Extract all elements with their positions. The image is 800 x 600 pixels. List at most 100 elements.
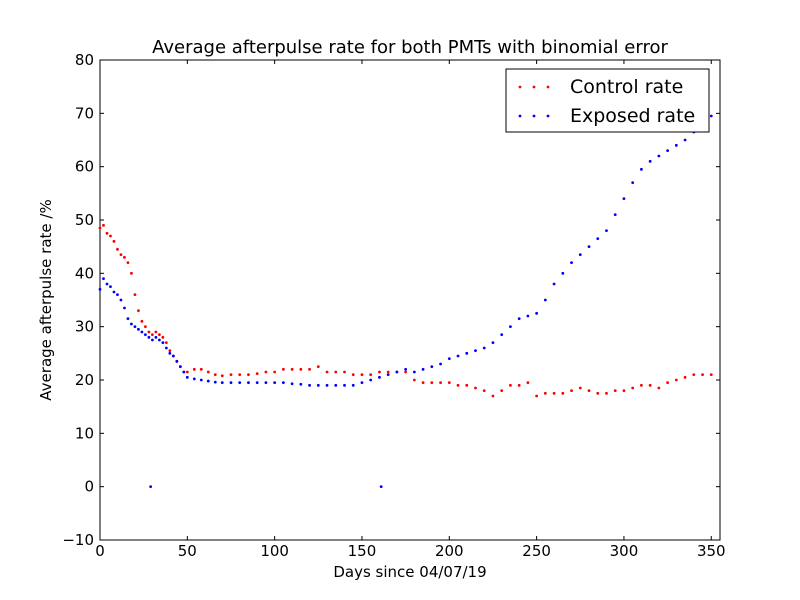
data-point: [561, 271, 565, 275]
series-control: [98, 223, 713, 398]
data-point: [631, 386, 635, 390]
data-point: [164, 346, 168, 350]
legend-box: [505, 68, 710, 133]
data-point: [648, 383, 652, 387]
data-point: [220, 374, 224, 378]
data-point: [709, 114, 713, 118]
data-point: [185, 370, 189, 374]
data-point: [119, 253, 123, 257]
data-point: [561, 391, 565, 395]
data-point: [247, 381, 250, 385]
data-point: [126, 261, 130, 265]
data-point: [701, 373, 704, 377]
data-point: [674, 378, 678, 382]
data-point: [133, 293, 137, 297]
data-point: [491, 394, 495, 398]
y-tick-label: −10: [62, 531, 94, 549]
data-point: [351, 383, 355, 387]
data-point: [273, 370, 277, 374]
data-point: [123, 255, 126, 259]
legend-dot: [532, 85, 536, 89]
data-point: [605, 391, 608, 395]
data-point: [465, 383, 469, 387]
data-point: [105, 231, 109, 235]
y-tick-label: 10: [75, 424, 94, 442]
data-point: [116, 247, 119, 251]
data-point: [674, 143, 678, 147]
data-point: [178, 365, 182, 369]
data-point: [98, 226, 102, 230]
data-point: [229, 373, 233, 377]
data-point: [535, 394, 539, 398]
data-point: [112, 290, 116, 294]
data-point: [412, 370, 416, 374]
data-point: [369, 378, 373, 382]
x-axis-label: Days since 04/07/19: [333, 563, 486, 581]
data-point: [657, 154, 661, 158]
data-point: [666, 149, 670, 153]
data-point: [482, 346, 486, 350]
x-tick-label: 50: [178, 542, 197, 560]
data-point: [666, 381, 670, 385]
plot-area: [99, 59, 721, 541]
data-point: [144, 325, 147, 329]
y-tick-label: 0: [84, 478, 94, 496]
data-point: [474, 349, 477, 353]
legend-marker-exposed: [518, 114, 550, 118]
data-point: [404, 367, 408, 371]
data-point: [369, 373, 373, 377]
data-point: [149, 485, 153, 489]
data-point: [185, 375, 189, 379]
data-point: [360, 381, 364, 385]
legend-dot: [532, 114, 536, 118]
data-point: [255, 372, 259, 375]
data-point: [192, 377, 196, 381]
data-point: [605, 229, 608, 233]
data-point: [213, 373, 217, 377]
data-point: [526, 314, 530, 318]
data-point: [596, 391, 600, 395]
data-point: [692, 373, 696, 377]
data-point: [140, 330, 144, 334]
data-point: [578, 386, 582, 390]
data-point: [157, 338, 161, 342]
data-point: [206, 370, 210, 374]
legend-dot: [546, 85, 550, 89]
data-point: [308, 367, 311, 371]
legend-label-exposed: Exposed rate: [570, 105, 695, 127]
data-point: [683, 138, 687, 142]
data-point: [517, 317, 521, 321]
legend-dot: [518, 85, 522, 89]
ticks: 0 50 100 150 200 250 300 350−100102030405060708…: [62, 51, 725, 560]
data-point: [137, 327, 140, 331]
data-point: [613, 389, 617, 393]
data-point: [126, 317, 130, 321]
x-tick-label: 0: [95, 542, 105, 560]
y-axis-label: Average afterpulse rate /%: [37, 199, 55, 400]
data-point: [482, 389, 486, 393]
data-point: [98, 287, 102, 291]
data-point: [255, 381, 259, 385]
data-point: [360, 373, 364, 377]
data-point: [351, 373, 355, 377]
data-point: [543, 298, 547, 302]
data-point: [109, 234, 112, 238]
data-point: [308, 383, 311, 387]
data-point: [526, 381, 530, 385]
data-point: [281, 381, 285, 385]
data-point: [123, 306, 126, 310]
data-point: [587, 389, 591, 393]
data-point: [535, 311, 539, 315]
data-point: [147, 335, 151, 339]
data-point: [500, 333, 504, 337]
data-point: [133, 325, 137, 329]
data-point: [552, 282, 556, 286]
data-point: [154, 335, 158, 339]
data-point: [150, 333, 154, 337]
data-point: [316, 365, 320, 369]
series-exposed: [98, 114, 713, 489]
data-point: [220, 381, 224, 385]
y-tick-label: 80: [75, 51, 94, 69]
data-point: [316, 383, 320, 387]
